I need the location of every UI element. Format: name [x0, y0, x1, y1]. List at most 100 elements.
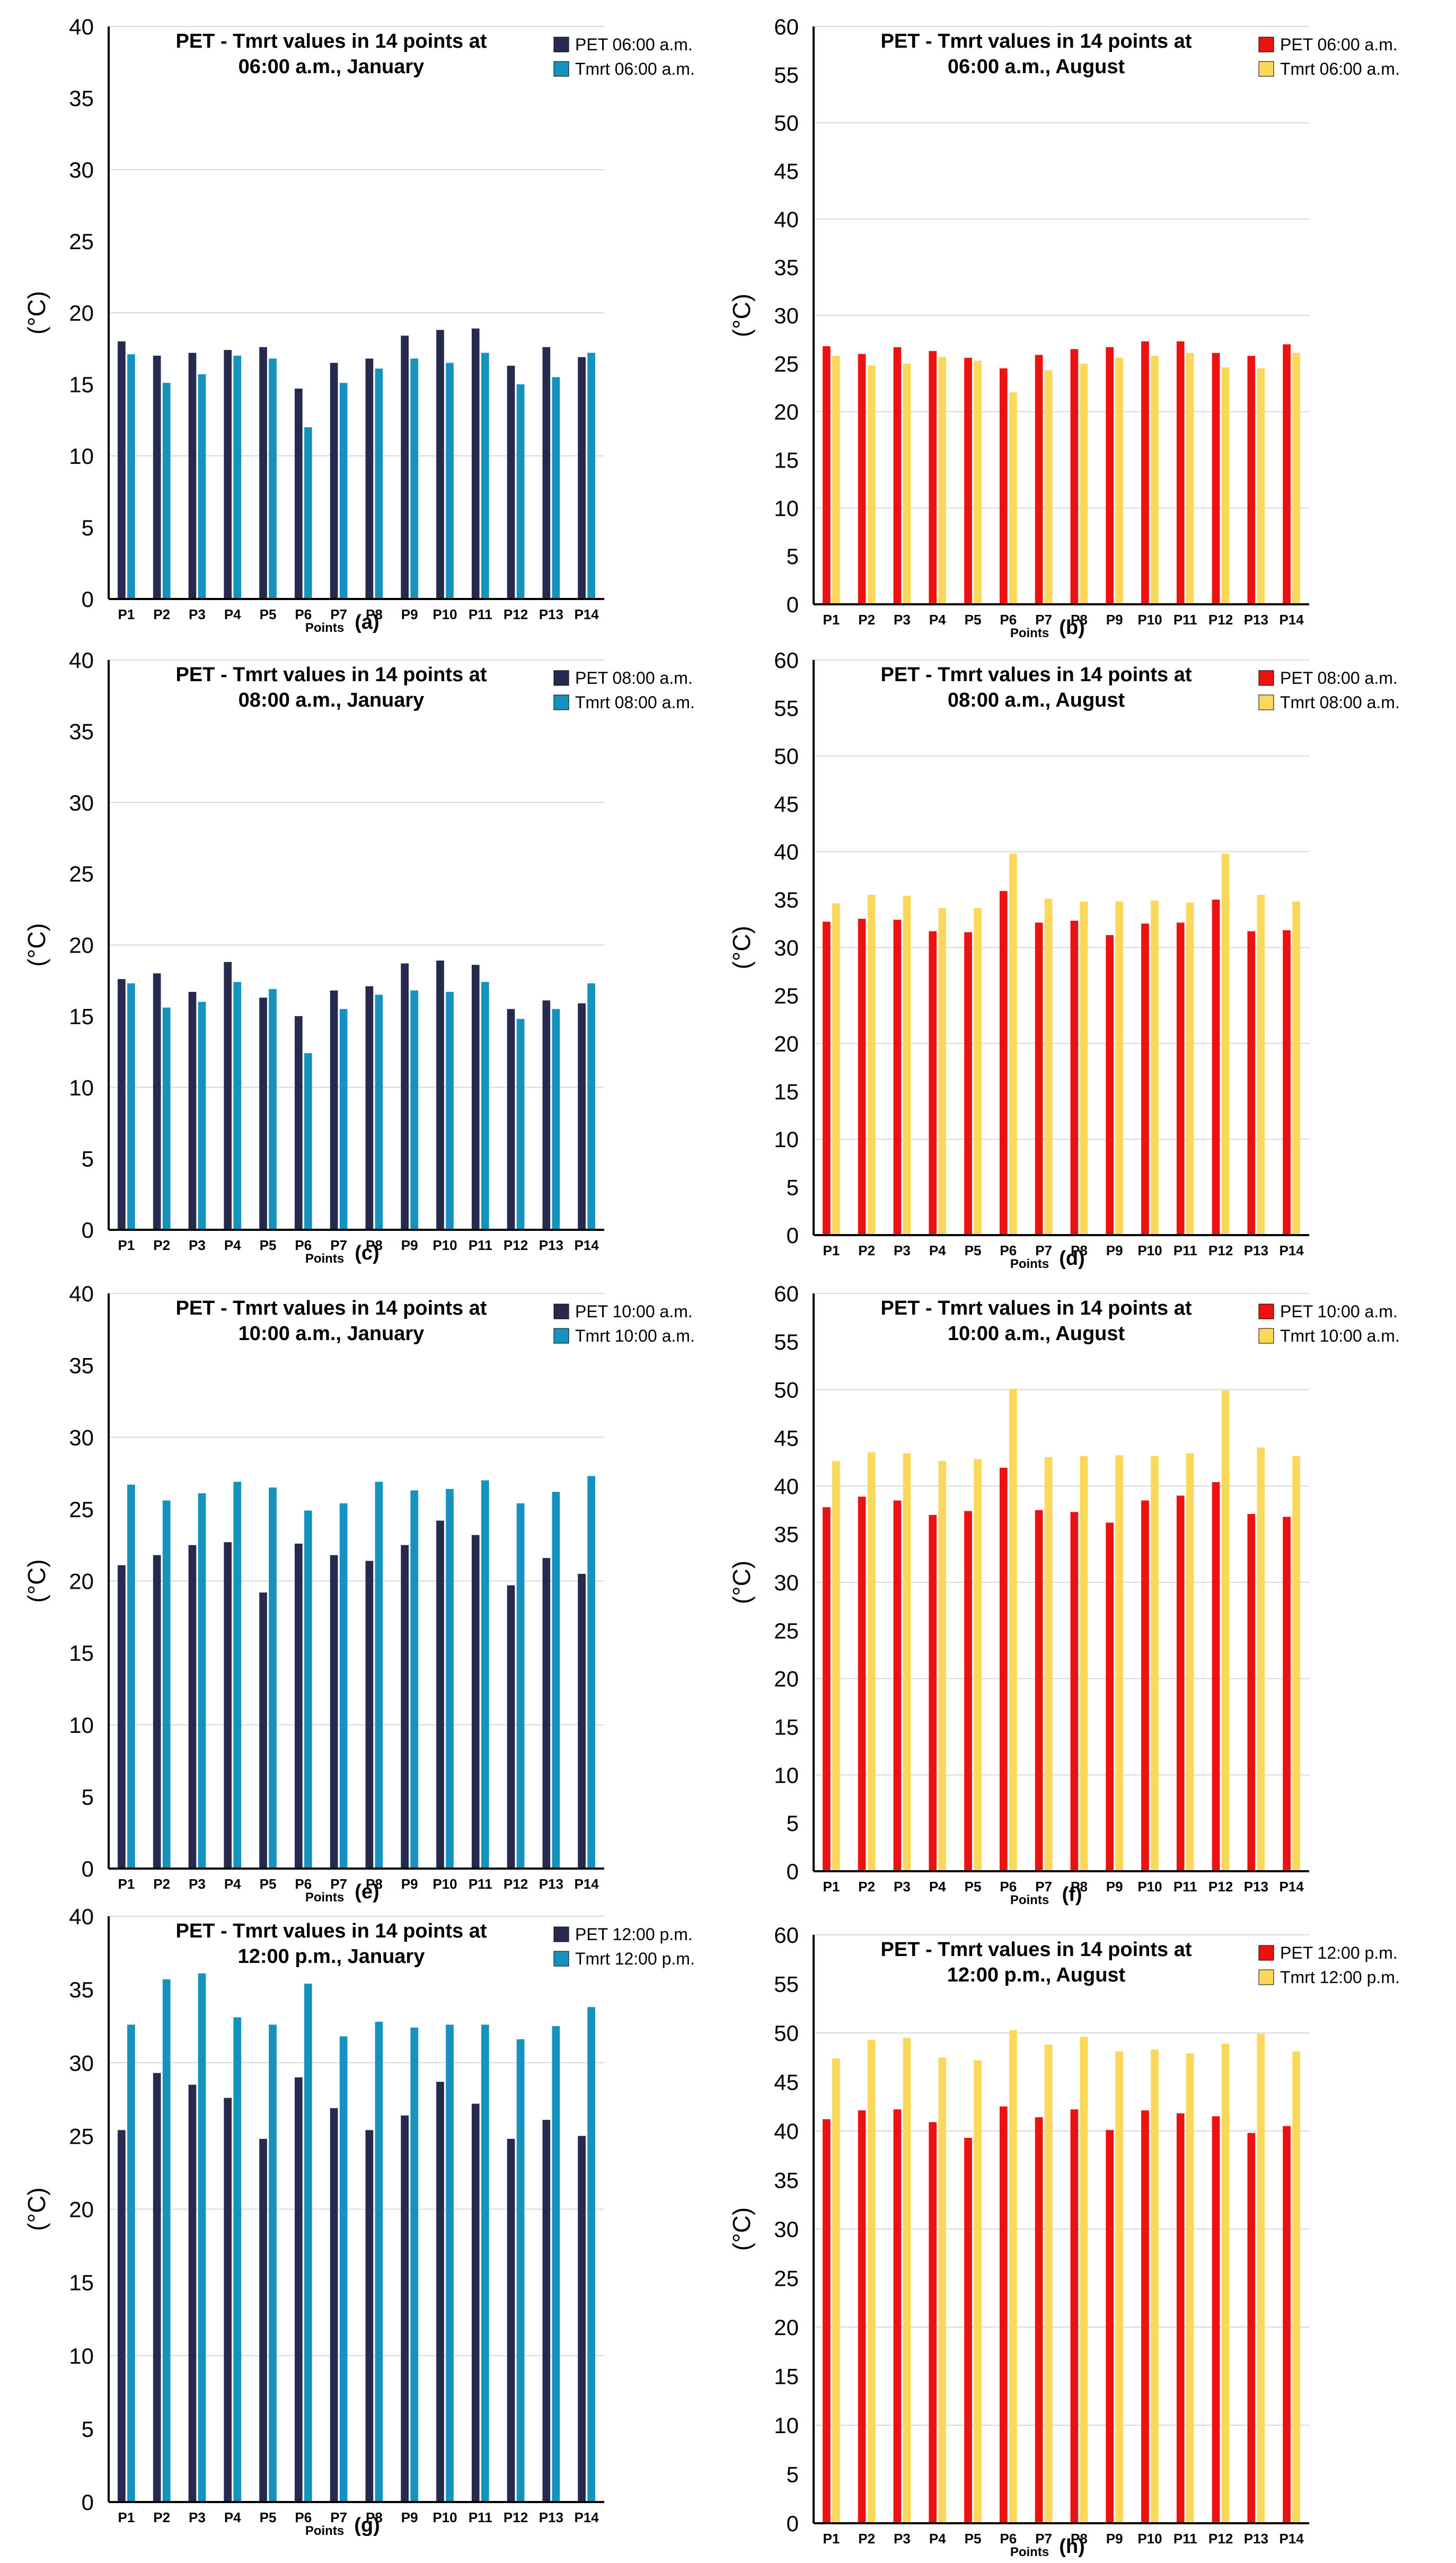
x-tick-label: P4	[224, 1237, 241, 1253]
x-tick-label: P10	[1137, 2531, 1162, 2547]
bar-pet-p14	[1283, 2126, 1291, 2523]
y-tick-label: 30	[774, 303, 799, 328]
x-tick-label: P7	[330, 2509, 347, 2525]
bar-tmrt-p14	[587, 983, 595, 1230]
bar-tmrt-p3	[198, 374, 206, 599]
bar-pet-p7	[330, 363, 338, 599]
y-axis-label: (°C)	[23, 2187, 50, 2231]
chart-title-line2: 10:00 a.m., January	[239, 1323, 425, 1345]
bar-tmrt-p4	[233, 356, 242, 599]
bar-pet-p13	[1247, 2133, 1256, 2523]
y-tick-label: 25	[69, 1497, 94, 1522]
bar-pet-p2	[858, 1496, 866, 1871]
bar-pet-p10	[436, 961, 444, 1230]
panel-label: (e)	[355, 1881, 379, 1903]
x-tick-label: P1	[823, 2531, 840, 2547]
x-tick-label: P3	[189, 606, 206, 622]
bar-pet-p5	[964, 1511, 972, 1871]
bar-pet-p12	[1212, 900, 1220, 1235]
bar-tmrt-p9	[1115, 1455, 1124, 1871]
y-tick-label: 5	[787, 544, 799, 569]
bar-tmrt-p3	[198, 1002, 206, 1230]
bar-tmrt-p8	[375, 368, 383, 599]
bar-tmrt-p4	[233, 1482, 242, 1869]
x-tick-label: P8	[1071, 612, 1088, 628]
y-tick-label: 25	[774, 1618, 799, 1643]
y-tick-label: 50	[774, 2021, 799, 2046]
y-tick-label: 50	[774, 111, 799, 136]
y-tick-label: 30	[774, 1570, 799, 1595]
bar-tmrt-p10	[446, 992, 454, 1230]
chart-title-line2: 10:00 a.m., August	[948, 1323, 1125, 1345]
bar-tmrt-p12	[1221, 2044, 1230, 2523]
bar-pet-p8	[1070, 2109, 1079, 2523]
bar-pet-p8	[365, 1561, 374, 1869]
bar-tmrt-p1	[127, 354, 135, 599]
bar-pet-p8	[365, 358, 374, 599]
legend-label-tmrt: Tmrt 08:00 a.m.	[575, 693, 695, 712]
y-tick-label: 60	[774, 14, 799, 39]
bar-pet-p1	[118, 341, 126, 599]
x-tick-label: P7	[1035, 1879, 1052, 1895]
x-tick-label: P2	[153, 1876, 170, 1892]
x-tick-label: P14	[1279, 2531, 1304, 2547]
legend-swatch-tmrt	[553, 1951, 569, 1967]
y-tick-label: 10	[69, 1075, 94, 1100]
bar-tmrt-p13	[1257, 1447, 1265, 1871]
bar-pet-p6	[999, 368, 1008, 604]
x-tick-label: P5	[260, 1237, 277, 1253]
y-tick-label: 10	[774, 1763, 799, 1787]
y-tick-label: 30	[69, 790, 94, 815]
x-tick-label: P6	[295, 1237, 312, 1253]
bar-pet-p1	[823, 1507, 831, 1871]
bar-pet-p10	[436, 2082, 444, 2502]
chart-title-line1: PET - Tmrt values in 14 points at	[175, 664, 487, 686]
x-tick-label: P12	[504, 606, 528, 622]
bar-tmrt-p7	[339, 2036, 348, 2502]
bar-tmrt-p1	[832, 1461, 840, 1871]
bar-pet-p9	[1106, 935, 1114, 1235]
bar-tmrt-p10	[1151, 356, 1159, 604]
bar-pet-p12	[1212, 353, 1220, 604]
bar-pet-p4	[224, 2098, 232, 2502]
x-tick-label: P7	[1035, 2531, 1052, 2547]
bar-tmrt-p4	[938, 2057, 947, 2523]
legend-label-tmrt: Tmrt 12:00 p.m.	[575, 1949, 695, 1968]
y-axis-label: (°C)	[728, 1561, 755, 1604]
bar-tmrt-p5	[974, 2060, 982, 2523]
y-tick-label: 55	[774, 63, 799, 87]
legend-label-tmrt: Tmrt 08:00 a.m.	[1280, 693, 1400, 712]
legend-label-pet: PET 12:00 p.m.	[1280, 1943, 1398, 1962]
chart-title-line1: PET - Tmrt values in 14 points at	[175, 1920, 487, 1942]
x-tick-label: P5	[965, 2531, 982, 2547]
x-tick-label: P12	[504, 1237, 528, 1253]
bar-pet-p9	[1106, 347, 1114, 604]
panel-label: (c)	[355, 1242, 379, 1264]
bar-pet-p6	[294, 1016, 303, 1230]
bar-tmrt-p13	[552, 377, 560, 599]
bar-tmrt-p5	[974, 360, 982, 604]
x-tick-label: P10	[1137, 612, 1162, 628]
y-tick-label: 20	[69, 933, 94, 958]
bar-tmrt-p11	[1186, 353, 1194, 604]
bar-tmrt-p7	[1044, 370, 1053, 604]
bar-tmrt-p11	[1186, 2053, 1194, 2523]
bar-pet-p11	[1176, 2113, 1185, 2523]
bar-pet-p14	[578, 2136, 586, 2502]
bar-tmrt-p4	[938, 357, 947, 604]
legend-label-pet: PET 12:00 p.m.	[575, 1925, 693, 1944]
bar-tmrt-p8	[1080, 2037, 1088, 2523]
x-tick-label: P5	[260, 2509, 277, 2525]
bar-pet-p7	[330, 990, 338, 1230]
bar-pet-p4	[224, 1542, 232, 1869]
y-tick-label: 40	[774, 207, 799, 232]
x-tick-label: P6	[295, 606, 312, 622]
y-tick-label: 10	[774, 2413, 799, 2438]
bar-pet-p9	[1106, 2130, 1114, 2523]
bar-pet-p1	[823, 921, 831, 1235]
legend-swatch-pet	[553, 1926, 569, 1942]
bar-pet-p2	[153, 2073, 161, 2502]
bar-pet-p6	[294, 2077, 303, 2502]
y-tick-label: 25	[774, 351, 799, 376]
legend-swatch-tmrt	[1258, 694, 1274, 710]
